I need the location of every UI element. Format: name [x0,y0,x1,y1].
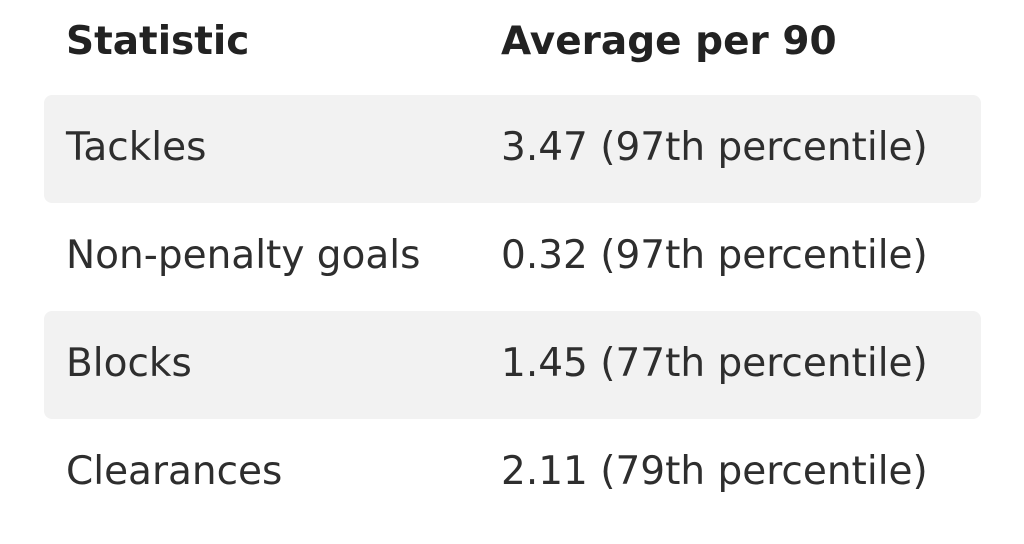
table-row: Non-penalty goals 0.32 (97th percentile) [44,203,981,311]
table-row: Clearances 2.11 (79th percentile) [44,419,981,527]
table-header: Statistic Average per 90 [44,0,981,88]
value-cell: 1.45 (77th percentile) [501,341,928,386]
value-cell: 3.47 (97th percentile) [501,125,928,170]
value-cell: 0.32 (97th percentile) [501,233,928,278]
header-average-per-90: Average per 90 [501,19,837,64]
statistic-cell: Blocks [66,341,192,386]
table-row: Blocks 1.45 (77th percentile) [44,311,981,419]
statistic-cell: Tackles [66,125,207,170]
statistic-cell: Non-penalty goals [66,233,421,278]
stats-table: Statistic Average per 90 Tackles 3.47 (9… [44,0,981,527]
table-row: Tackles 3.47 (97th percentile) [44,95,981,203]
statistic-cell: Clearances [66,449,283,494]
header-statistic: Statistic [66,19,250,64]
value-cell: 2.11 (79th percentile) [501,449,928,494]
